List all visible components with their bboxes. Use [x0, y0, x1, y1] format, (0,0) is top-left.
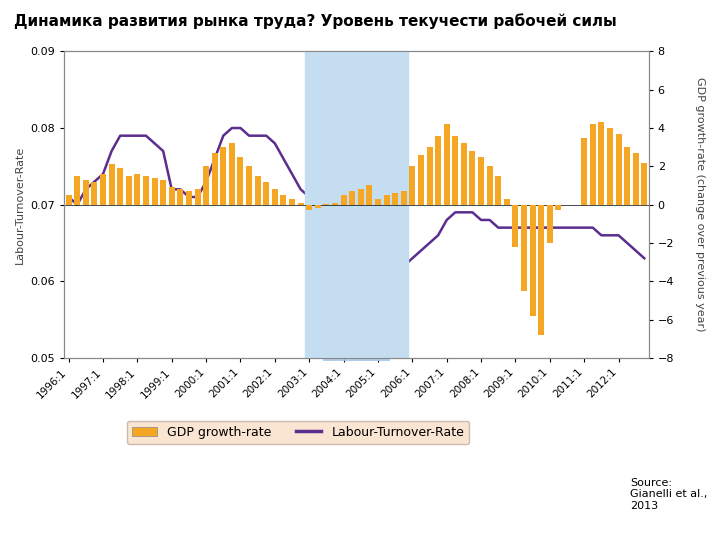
Bar	[401, 191, 407, 205]
Bar	[281, 195, 287, 205]
Bar	[581, 138, 588, 205]
Text: Динамика развития рынка труда? Уровень текучести рабочей силы: Динамика развития рынка труда? Уровень т…	[14, 14, 617, 29]
Bar	[238, 157, 243, 205]
Bar	[74, 176, 80, 205]
Bar	[633, 153, 639, 205]
Bar	[135, 174, 140, 205]
Bar	[555, 205, 562, 211]
Bar	[186, 191, 192, 205]
Bar	[418, 155, 424, 205]
Bar	[495, 176, 501, 205]
Bar	[315, 205, 321, 208]
Bar	[151, 178, 158, 205]
Bar	[384, 195, 390, 205]
Bar	[624, 147, 630, 205]
Bar	[194, 190, 201, 205]
Bar	[168, 187, 175, 205]
Bar	[487, 166, 492, 205]
Bar	[392, 193, 398, 205]
Bar	[332, 202, 338, 205]
Bar	[246, 166, 252, 205]
Bar	[306, 205, 312, 211]
Bar	[410, 166, 415, 205]
Bar	[504, 199, 510, 205]
Bar	[297, 202, 304, 205]
Bar	[426, 147, 433, 205]
Bar	[607, 128, 613, 205]
Bar	[117, 168, 123, 205]
Bar	[513, 205, 518, 247]
Bar	[349, 191, 355, 205]
Bar	[160, 180, 166, 205]
Bar	[616, 134, 621, 205]
Text: Hartz
reforms: Hartz reforms	[329, 327, 384, 355]
Bar	[341, 195, 346, 205]
Bar	[255, 176, 261, 205]
Bar	[435, 136, 441, 205]
Bar	[229, 143, 235, 205]
Legend: GDP growth-rate, Labour-Turnover-Rate: GDP growth-rate, Labour-Turnover-Rate	[127, 421, 469, 444]
Bar	[590, 124, 595, 205]
Bar	[177, 190, 184, 205]
Bar	[143, 176, 149, 205]
Bar	[212, 153, 217, 205]
Bar	[452, 136, 459, 205]
Bar	[126, 176, 132, 205]
Bar	[444, 124, 450, 205]
Bar	[220, 147, 226, 205]
Bar	[642, 163, 647, 205]
Bar	[203, 166, 209, 205]
Bar	[272, 190, 278, 205]
Y-axis label: GDP growth-rate (change over previous year): GDP growth-rate (change over previous ye…	[695, 77, 705, 332]
Text: Source:
Gianelli et al.,
2013: Source: Gianelli et al., 2013	[630, 478, 707, 511]
Bar	[264, 181, 269, 205]
Bar	[461, 143, 467, 205]
Bar	[598, 122, 604, 205]
Bar	[366, 186, 372, 205]
Bar	[289, 199, 295, 205]
Bar	[109, 164, 114, 205]
Bar	[83, 180, 89, 205]
Bar	[358, 190, 364, 205]
Y-axis label: Labour-Turnover-Rate: Labour-Turnover-Rate	[15, 146, 25, 264]
Bar	[539, 205, 544, 335]
Bar	[91, 181, 97, 205]
Bar	[305, 51, 408, 358]
Bar	[530, 205, 536, 316]
Bar	[469, 151, 475, 205]
Bar	[521, 205, 527, 291]
Bar	[66, 195, 71, 205]
Bar	[375, 199, 381, 205]
Bar	[323, 204, 330, 205]
Bar	[478, 157, 484, 205]
Bar	[100, 174, 106, 205]
Bar	[546, 205, 553, 243]
